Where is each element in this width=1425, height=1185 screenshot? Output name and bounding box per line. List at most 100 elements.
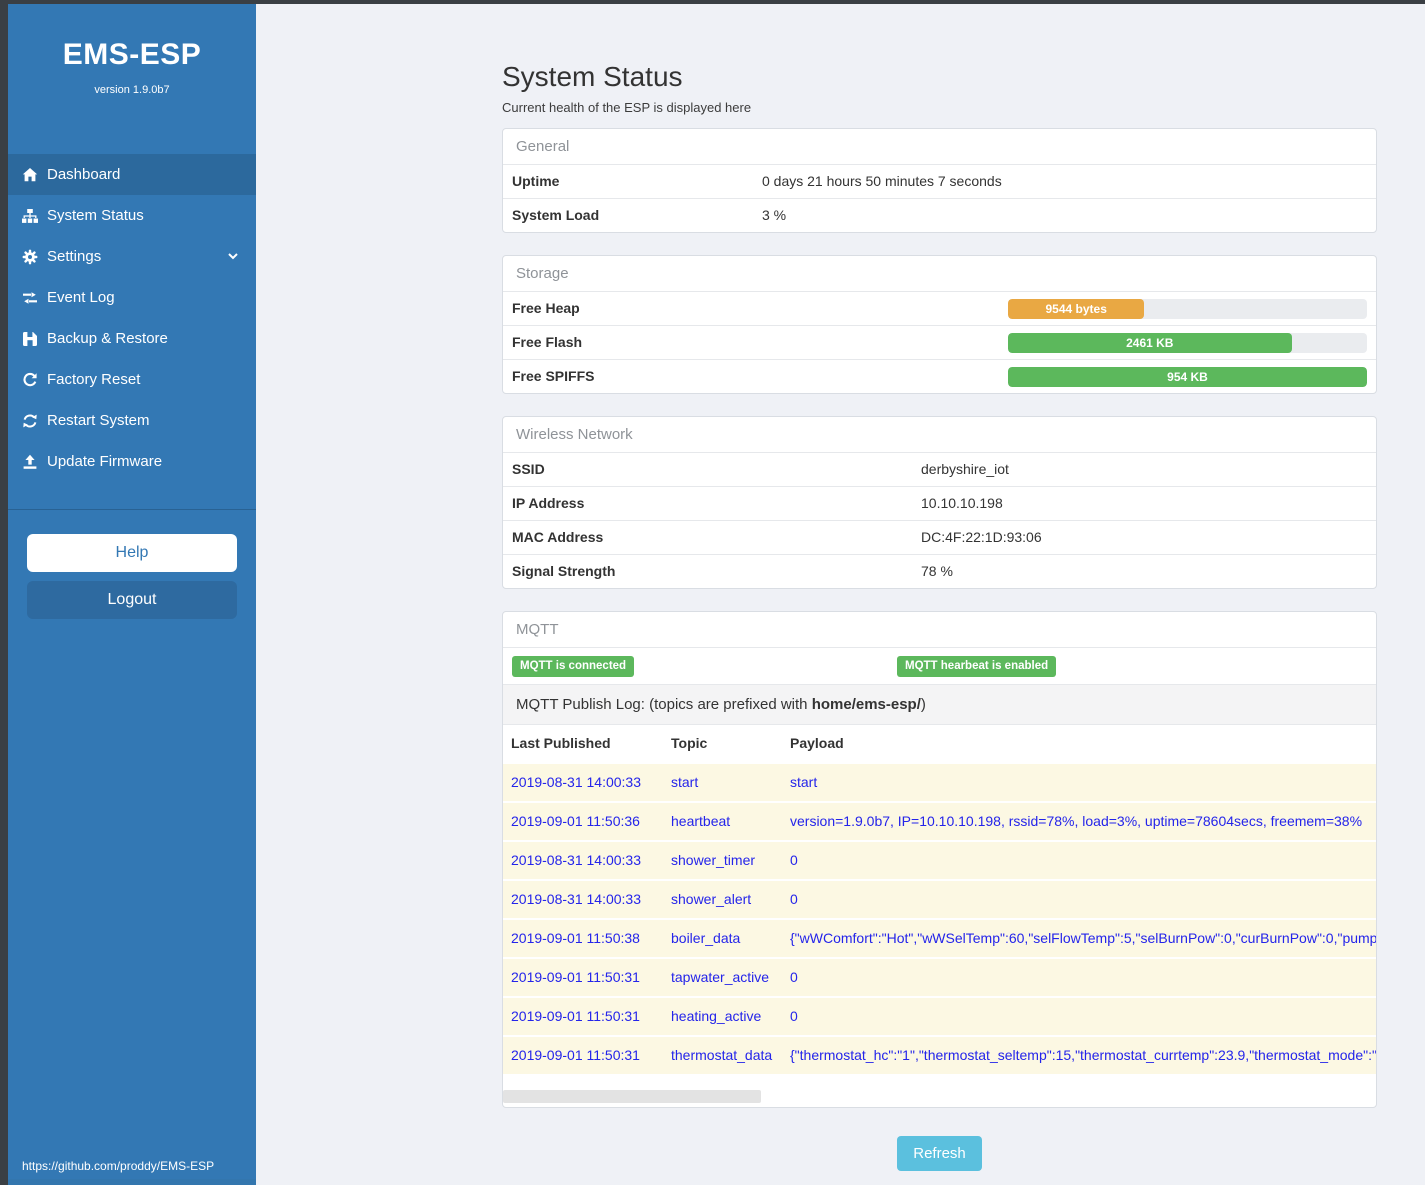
sidebar-item-restart-system[interactable]: Restart System [8, 400, 256, 441]
sidebar-item-label: Dashboard [47, 166, 121, 183]
mqtt-log-topic: tapwater_active [671, 969, 770, 985]
help-button[interactable]: Help [27, 534, 237, 572]
row-label: SSID [512, 461, 545, 477]
row-label: System Load [512, 207, 600, 223]
sidebar-item-dashboard[interactable]: Dashboard [8, 154, 256, 195]
mqtt-log-published: 2019-09-01 11:50:31 [511, 1047, 640, 1063]
row-value: derbyshire_iot [921, 461, 1009, 477]
brand: EMS-ESP version 1.9.0b7 [8, 4, 256, 96]
sidebar-item-label: Restart System [47, 412, 150, 429]
free-heap-progressbar: 9544 bytes [1008, 298, 1367, 319]
mqtt-log-published: 2019-08-31 14:00:33 [511, 891, 641, 907]
mqtt-log-published: 2019-09-01 11:50:31 [511, 969, 640, 985]
row-value: 10.10.10.198 [921, 495, 1003, 511]
home-icon [21, 166, 38, 183]
row-label: Free Flash [512, 334, 583, 350]
sidebar-item-label: Backup & Restore [47, 330, 168, 347]
row-value: 0 days 21 hours 50 minutes 7 seconds [762, 173, 1002, 189]
row-value: 78 % [921, 563, 953, 579]
upload-icon [21, 453, 38, 470]
ip-address-row: IP Address 10.10.10.198 [503, 486, 1376, 520]
app-title: EMS-ESP [62, 38, 202, 71]
signal-strength-row: Signal Strength 78 % [503, 554, 1376, 588]
mqtt-log-row: 2019-09-01 11:50:38 boiler_data {"wWComf… [503, 918, 1376, 957]
progress-fill [1008, 332, 1292, 353]
mqtt-log-payload: 0 [790, 891, 798, 907]
sidebar-nav: Dashboard System Status [8, 154, 256, 482]
mqtt-log-payload: {"thermostat_hc":"1","thermostat_seltemp… [790, 1047, 1376, 1063]
publish-log-text: MQTT Publish Log: (topics are prefixed w… [516, 696, 812, 713]
mqtt-log-payload: {"wWComfort":"Hot","wWSelTemp":60,"selFl… [790, 930, 1376, 946]
general-card-header: General [516, 138, 570, 155]
column-payload: Payload [790, 735, 844, 751]
mqtt-card-header: MQTT [516, 621, 559, 638]
mqtt-log-topic: heartbeat [671, 813, 731, 829]
sidebar-item-update-firmware[interactable]: Update Firmware [8, 441, 256, 482]
mqtt-log-topic: start [671, 774, 699, 790]
sidebar-item-backup-restore[interactable]: Backup & Restore [8, 318, 256, 359]
rotate-icon [21, 371, 38, 388]
mqtt-log-payload: 0 [790, 969, 798, 985]
mqtt-log-row: 2019-08-31 14:00:33 shower_alert 0 [503, 879, 1376, 918]
storage-card: Storage Free Heap 9544 bytes Free Flash [502, 255, 1377, 394]
mqtt-card: MQTT MQTT is connected MQTT hearbeat is … [502, 611, 1377, 1108]
mqtt-log-row: 2019-08-31 14:00:33 start start [503, 762, 1376, 801]
progress-label: 9544 bytes [1045, 301, 1107, 316]
logout-button[interactable]: Logout [27, 581, 237, 619]
mqtt-log-row: 2019-09-01 11:50:31 heating_active 0 [503, 996, 1376, 1035]
free-heap-row: Free Heap 9544 bytes [503, 292, 1376, 325]
sidebar-item-factory-reset[interactable]: Factory Reset [8, 359, 256, 400]
sidebar-item-event-log[interactable]: Event Log [8, 277, 256, 318]
mqtt-status-row: MQTT is connected MQTT hearbeat is enabl… [503, 647, 1376, 684]
column-last-published: Last Published [511, 735, 611, 751]
mqtt-log-topic: boiler_data [671, 930, 741, 946]
mqtt-connected-badge: MQTT is connected [512, 656, 635, 677]
row-value: 3 % [762, 207, 787, 223]
sidebar-item-system-status[interactable]: System Status [8, 195, 256, 236]
main-area: System Status Current health of the ESP … [256, 4, 1425, 1185]
publish-log-text-end: ) [920, 696, 926, 713]
sidebar-divider [8, 509, 256, 510]
sidebar-item-label: System Status [47, 207, 144, 224]
mqtt-log-topic: heating_active [671, 1008, 762, 1024]
mqtt-log-header: Last Published Topic Payload [503, 724, 1376, 762]
row-label: MAC Address [512, 529, 604, 545]
row-label: IP Address [512, 495, 585, 511]
mqtt-log-topic: shower_alert [671, 891, 752, 907]
gear-icon [21, 248, 38, 265]
mqtt-log-topic: thermostat_data [671, 1047, 773, 1063]
general-card: General Uptime 0 days 21 hours 50 minute… [502, 128, 1377, 233]
free-flash-row: Free Flash 2461 KB [503, 325, 1376, 359]
horizontal-scrollbar-thumb[interactable] [503, 1090, 761, 1103]
sidebar-bottom-strip [8, 1179, 256, 1185]
sidebar-item-settings[interactable]: Settings [8, 236, 256, 277]
github-link[interactable]: https://github.com/proddy/EMS-ESP [22, 1159, 215, 1173]
mqtt-log-row: 2019-09-01 11:50:36 heartbeat version=1.… [503, 801, 1376, 840]
row-label: Free SPIFFS [512, 368, 595, 384]
mqtt-log-payload: start [790, 774, 818, 790]
mqtt-log-row: 2019-09-01 11:50:31 thermostat_data {"th… [503, 1035, 1376, 1074]
sidebar-item-label: Factory Reset [47, 371, 141, 388]
row-value: DC:4F:22:1D:93:06 [921, 529, 1042, 545]
sidebar-item-label: Update Firmware [47, 453, 163, 470]
refresh-button[interactable]: Refresh [897, 1136, 982, 1171]
mqtt-log-payload: 0 [790, 852, 798, 868]
wireless-card: Wireless Network SSID derbyshire_iot IP … [502, 416, 1377, 589]
sidebar-item-label: Settings [47, 248, 102, 265]
progress-fill [1008, 298, 1145, 319]
progress-label: 2461 KB [1126, 335, 1174, 350]
wireless-card-header: Wireless Network [516, 426, 633, 443]
mqtt-log-published: 2019-09-01 11:50:38 [511, 930, 640, 946]
mqtt-log-published: 2019-09-01 11:50:36 [511, 813, 640, 829]
storage-card-header: Storage [516, 265, 569, 282]
free-flash-progressbar: 2461 KB [1008, 332, 1367, 353]
mqtt-publish-log-title: MQTT Publish Log: (topics are prefixed w… [503, 684, 1376, 724]
window-top-edge [0, 0, 1425, 4]
uptime-row: Uptime 0 days 21 hours 50 minutes 7 seco… [503, 165, 1376, 198]
sidebar-item-label: Event Log [47, 289, 115, 306]
log-bottom-spacer [503, 1074, 1376, 1090]
mqtt-log-published: 2019-08-31 14:00:33 [511, 852, 641, 868]
free-spiffs-progressbar: 954 KB [1008, 366, 1367, 387]
window-left-edge [0, 0, 8, 1185]
mqtt-log-row: 2019-09-01 11:50:31 tapwater_active 0 [503, 957, 1376, 996]
